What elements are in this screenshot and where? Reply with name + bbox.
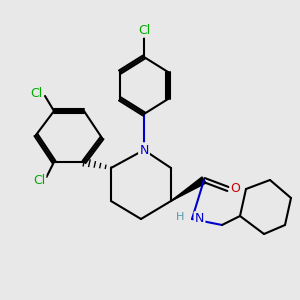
- Text: Cl: Cl: [33, 173, 45, 187]
- Polygon shape: [171, 177, 206, 201]
- Text: Cl: Cl: [30, 86, 42, 100]
- Text: H: H: [176, 212, 184, 223]
- Text: O: O: [231, 182, 240, 196]
- Text: Cl: Cl: [138, 23, 150, 37]
- Text: N: N: [139, 143, 149, 157]
- Text: N: N: [195, 212, 204, 226]
